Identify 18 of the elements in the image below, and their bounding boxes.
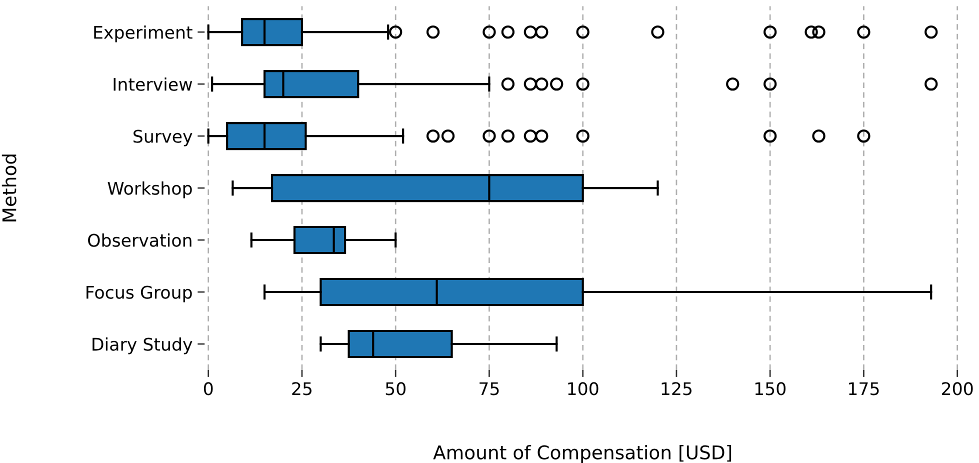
x-tick-label: 0 [204, 382, 213, 396]
y-tick-label: Focus Group [86, 286, 192, 302]
y-tick-label: Interview [114, 77, 192, 91]
x-tick-label: 125 [662, 382, 692, 396]
y-tick-label: Experiment [94, 25, 192, 42]
x-tick-label: 200 [942, 382, 973, 396]
y-axis-title: Method [2, 154, 16, 222]
y-tick-label: Observation [88, 233, 192, 247]
x-tick-label: 100 [568, 382, 598, 396]
x-tick-label: 25 [292, 382, 312, 396]
x-axis-title: Amount of Compensation [USD] [433, 444, 732, 463]
x-tick-label: 50 [386, 382, 406, 396]
y-tick-label: Workshop [108, 181, 192, 198]
y-tick-label: Diary Study [92, 337, 192, 354]
x-tick-label: 75 [480, 382, 499, 396]
y-tick-label: Survey [134, 130, 192, 146]
x-tick-label: 175 [849, 382, 879, 396]
x-tick-label: 150 [755, 382, 786, 396]
